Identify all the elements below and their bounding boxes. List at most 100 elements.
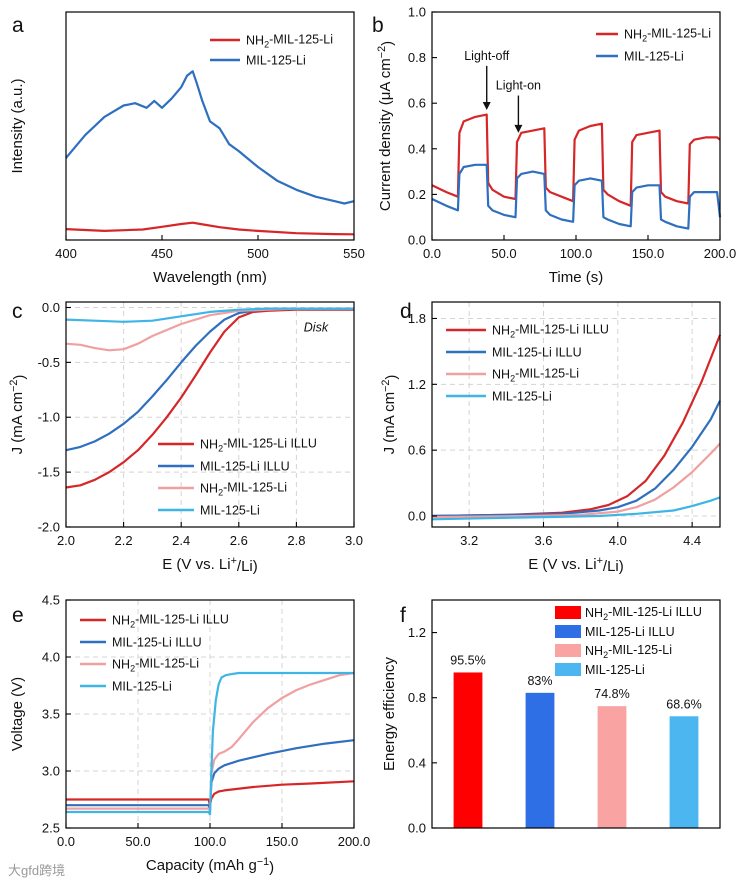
y-axis-label: Intensity (a.u.): [9, 78, 26, 173]
legend-swatch: [555, 644, 581, 657]
panel-a: a NH2-MIL-125-Li MIL-125-Li 400 450 500 550 Wav…: [9, 11, 365, 286]
panel-label-f: f: [400, 604, 406, 627]
x-tick-label: 3.2: [460, 533, 478, 548]
panel-label-b: b: [372, 14, 384, 37]
legend-label: MIL-125-Li ILLU: [492, 346, 582, 360]
x-tick-label: 550: [343, 246, 365, 261]
watermark: 大gfd跨境: [8, 863, 66, 878]
series-line-2: [66, 739, 355, 811]
legend-label: MIL-125-Li: [585, 663, 645, 677]
x-tick-label: 2.4: [172, 533, 190, 548]
legend-label: MIL-125-Li: [200, 504, 260, 518]
bar-2: [525, 692, 555, 828]
y-tick-label: -0.5: [38, 355, 60, 370]
annotation-arrowhead: [514, 124, 523, 133]
legend-label: NH2-MIL-125-Li ILLU: [492, 322, 609, 339]
y-tick-label: 3.5: [42, 707, 60, 722]
panel-c: c NH2-MIL-125-Li ILLU MIL-125-Li ILLU NH2-M…: [8, 300, 363, 575]
annotation: Light-off: [464, 49, 509, 63]
legend-label: NH2-MIL-125-Li ILLU: [200, 436, 317, 453]
y-tick-label: 3.0: [42, 764, 60, 779]
bar-1: [453, 672, 483, 828]
series-line-1: [431, 113, 721, 207]
bar-4: [669, 716, 699, 828]
x-tick-label: 400: [55, 246, 77, 261]
y-tick-label: 0.6: [408, 443, 426, 458]
annotation-arrowhead: [482, 102, 491, 111]
plot-frame: [431, 301, 721, 528]
y-tick-label: 1.8: [408, 311, 426, 326]
y-tick-label: -1.5: [38, 465, 60, 480]
data-label: 68.6%: [666, 697, 701, 711]
legend-label: MIL-125-Li: [624, 50, 684, 64]
y-tick-label: 2.5: [42, 821, 60, 836]
x-axis-label: E (V vs. Li+/Li): [162, 555, 258, 575]
bar-3: [597, 706, 627, 828]
y-tick-label: 0.8: [408, 690, 426, 705]
y-tick-label: -2.0: [38, 520, 60, 535]
data-label: 95.5%: [450, 653, 485, 667]
x-tick-label: 0.0: [423, 246, 441, 261]
annotation: Light-on: [496, 79, 541, 93]
y-tick-label: 0.4: [408, 755, 426, 770]
plot-frame: [431, 599, 721, 829]
y-axis-label: J (mA cm−2): [380, 375, 400, 455]
series-line-1: [431, 334, 722, 518]
legend-label: NH2-MIL-125-Li: [585, 643, 672, 660]
y-tick-label: 0.0: [408, 233, 426, 248]
legend-label: NH2-MIL-125-Li ILLU: [585, 605, 702, 622]
panel-label-d: d: [400, 300, 412, 323]
legend-swatch: [555, 606, 581, 619]
plot-frame: [431, 11, 721, 241]
legend-label: MIL-125-Li ILLU: [585, 625, 675, 639]
series-line-2: [431, 163, 722, 230]
panel-e: e NH2-MIL-125-Li ILLU MIL-125-Li ILLU NH2-M…: [9, 593, 370, 876]
x-tick-label: 4.4: [683, 533, 701, 548]
data-label: 83%: [527, 674, 552, 688]
x-tick-label: 3.0: [345, 533, 363, 548]
x-axis-label: Wavelength (nm): [153, 269, 267, 286]
x-tick-label: 2.0: [57, 533, 75, 548]
series-line-2: [431, 400, 721, 518]
y-tick-label: -1.0: [38, 410, 60, 425]
y-axis-label: Voltage (V): [9, 677, 26, 751]
panel-label-a: a: [12, 14, 24, 37]
legend-label: NH2-MIL-125-Li: [492, 366, 579, 383]
series-line-1: [65, 221, 355, 236]
x-tick-label: 150.0: [266, 834, 299, 849]
legend-label: NH2-MIL-125-Li ILLU: [112, 612, 229, 629]
y-axis-label: J (mA cm−2): [8, 375, 28, 455]
y-axis-label: Current density (μA cm−2): [376, 41, 396, 211]
y-tick-label: 0.8: [408, 50, 426, 65]
panel-label-e: e: [12, 604, 24, 627]
legend-label: MIL-125-Li: [112, 680, 172, 694]
series-line-3: [431, 442, 721, 519]
y-tick-label: 0.2: [408, 187, 426, 202]
legend-swatch: [555, 625, 581, 638]
legend-label: MIL-125-Li ILLU: [112, 636, 202, 650]
y-tick-label: 1.2: [408, 377, 426, 392]
series-line-4: [65, 307, 354, 323]
y-tick-label: 4.5: [42, 593, 60, 608]
x-tick-label: 3.6: [534, 533, 552, 548]
x-tick-label: 200.0: [704, 246, 737, 261]
x-tick-label: 4.0: [609, 533, 627, 548]
x-tick-label: 50.0: [125, 834, 150, 849]
series-line-3: [66, 671, 355, 813]
y-tick-label: 0.6: [408, 96, 426, 111]
x-tick-label: 100.0: [560, 246, 593, 261]
plot-frame: [65, 11, 355, 241]
x-tick-label: 500: [247, 246, 269, 261]
y-tick-label: 1.2: [408, 625, 426, 640]
x-tick-label: 2.6: [230, 533, 248, 548]
plot-frame: [65, 301, 355, 528]
data-label: 74.8%: [594, 687, 629, 701]
annotation: Disk: [304, 321, 329, 335]
panel-f: f 95.5% 83% 74.8% 68.6% NH2-MIL-125-Li ILLU MI…: [381, 599, 721, 836]
x-tick-label: 450: [151, 246, 173, 261]
legend-label: MIL-125-Li ILLU: [200, 460, 290, 474]
legend-label: MIL-125-Li: [492, 390, 552, 404]
y-tick-label: 1.0: [408, 5, 426, 20]
series-line-4: [66, 671, 354, 816]
